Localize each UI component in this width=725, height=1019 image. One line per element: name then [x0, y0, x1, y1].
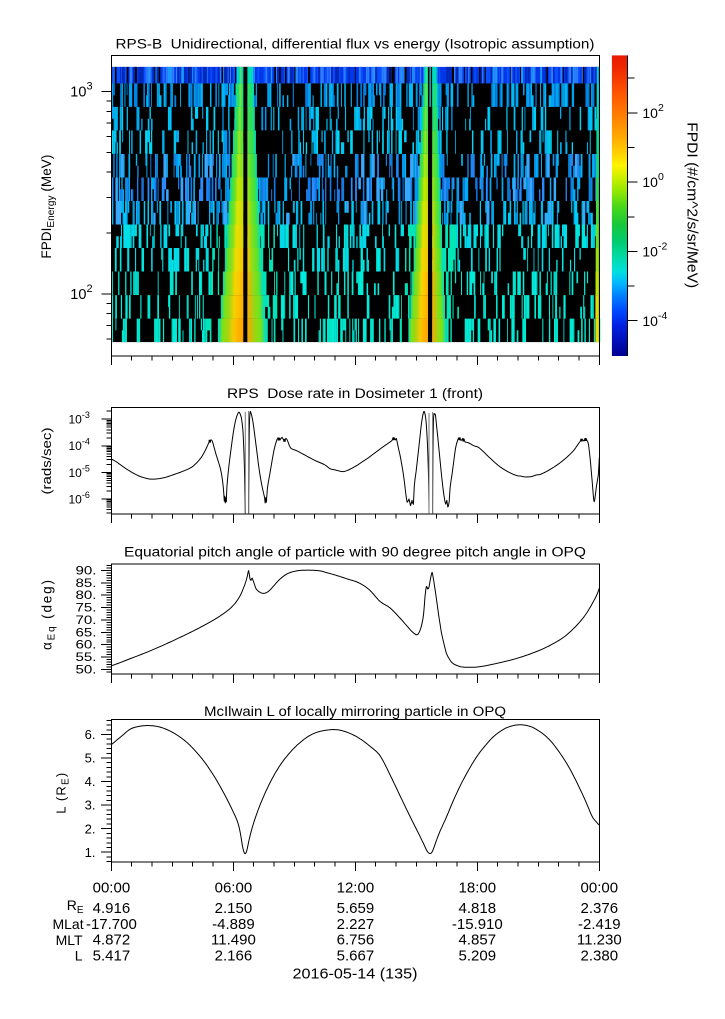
svg-text:3.: 3.	[85, 798, 96, 813]
svg-text:2.376: 2.376	[581, 900, 619, 917]
svg-text:60.: 60.	[76, 640, 97, 652]
svg-text:6.: 6.	[85, 727, 96, 742]
svg-text:55.: 55.	[76, 652, 97, 664]
svg-text:85.: 85.	[76, 578, 97, 590]
svg-text:2.166: 2.166	[215, 948, 253, 965]
svg-text:90.: 90.	[76, 565, 97, 577]
svg-text:10-2: 10-2	[642, 241, 667, 260]
svg-text:FPDI (#/cm^2/s/sr/MeV): FPDI (#/cm^2/s/sr/MeV)	[684, 122, 700, 288]
svg-text:2.: 2.	[85, 821, 96, 836]
svg-text:L (RE): L (RE)	[54, 773, 72, 814]
svg-text:RPS Dose rate in Dosimeter 1: RPS Dose rate in Dosimeter 1 (front)	[227, 386, 483, 402]
svg-text:MLat: MLat	[52, 916, 83, 932]
svg-text:10-3: 10-3	[69, 410, 90, 427]
svg-text:-15.910: -15.910	[452, 916, 503, 933]
svg-text:5.417: 5.417	[93, 948, 131, 965]
svg-text:4.857: 4.857	[459, 932, 497, 949]
svg-text:18:00: 18:00	[459, 880, 497, 897]
svg-text:-2.419: -2.419	[578, 916, 621, 933]
svg-text:-4.889: -4.889	[212, 916, 255, 933]
svg-text:2.380: 2.380	[581, 948, 619, 965]
svg-text:11.490: 11.490	[211, 932, 256, 949]
svg-text:12:00: 12:00	[337, 880, 375, 897]
svg-text:100: 100	[642, 171, 664, 190]
svg-text:5.: 5.	[85, 751, 96, 766]
svg-text:-17.700: -17.700	[86, 916, 137, 933]
svg-text:06:00: 06:00	[215, 880, 253, 897]
svg-text:4.818: 4.818	[459, 900, 497, 917]
svg-text:10-4: 10-4	[642, 310, 667, 329]
svg-text:6.756: 6.756	[337, 932, 375, 949]
svg-text:L: L	[75, 948, 83, 964]
svg-text:FPDIEnergy (MeV): FPDIEnergy (MeV)	[39, 155, 57, 259]
svg-text:75.: 75.	[76, 603, 97, 615]
svg-text:2.227: 2.227	[337, 916, 375, 933]
svg-text:RE: RE	[67, 897, 84, 916]
svg-text:2016-05-14 (135): 2016-05-14 (135)	[293, 966, 418, 983]
svg-text:4.916: 4.916	[93, 900, 131, 917]
svg-text:103: 103	[70, 81, 92, 101]
svg-text:102: 102	[70, 283, 92, 303]
svg-text:(rads/sec): (rads/sec)	[39, 428, 54, 495]
svg-text:4.872: 4.872	[93, 932, 131, 949]
svg-text:Equatorial pitch angle of part: Equatorial pitch angle of particle with …	[124, 545, 586, 561]
svg-text:11.230: 11.230	[577, 932, 622, 949]
svg-text:5.667: 5.667	[337, 948, 375, 965]
svg-text:80.: 80.	[76, 590, 97, 602]
svg-text:00:00: 00:00	[93, 880, 131, 897]
svg-text:RPS-B Unidirectional, differe: RPS-B Unidirectional, differential flux …	[116, 37, 595, 53]
svg-text:10-4: 10-4	[69, 437, 90, 454]
svg-text:5.659: 5.659	[337, 900, 375, 917]
svg-text:70.: 70.	[76, 615, 97, 627]
svg-text:MLT: MLT	[56, 932, 83, 948]
svg-text:1.: 1.	[85, 845, 96, 860]
svg-text:McIlwain L of locally mirrorin: McIlwain L of locally mirroring particle…	[204, 704, 506, 720]
svg-text:65.: 65.	[76, 627, 97, 639]
svg-text:102: 102	[642, 102, 664, 121]
svg-text:2.150: 2.150	[215, 900, 253, 917]
svg-text:αEq (deg): αEq (deg)	[40, 580, 58, 650]
svg-text:5.209: 5.209	[459, 948, 497, 965]
svg-text:50.: 50.	[76, 665, 97, 677]
svg-text:10-5: 10-5	[69, 463, 90, 480]
svg-text:00:00: 00:00	[581, 880, 619, 897]
svg-text:10-6: 10-6	[69, 490, 90, 507]
svg-text:4.: 4.	[85, 774, 96, 789]
